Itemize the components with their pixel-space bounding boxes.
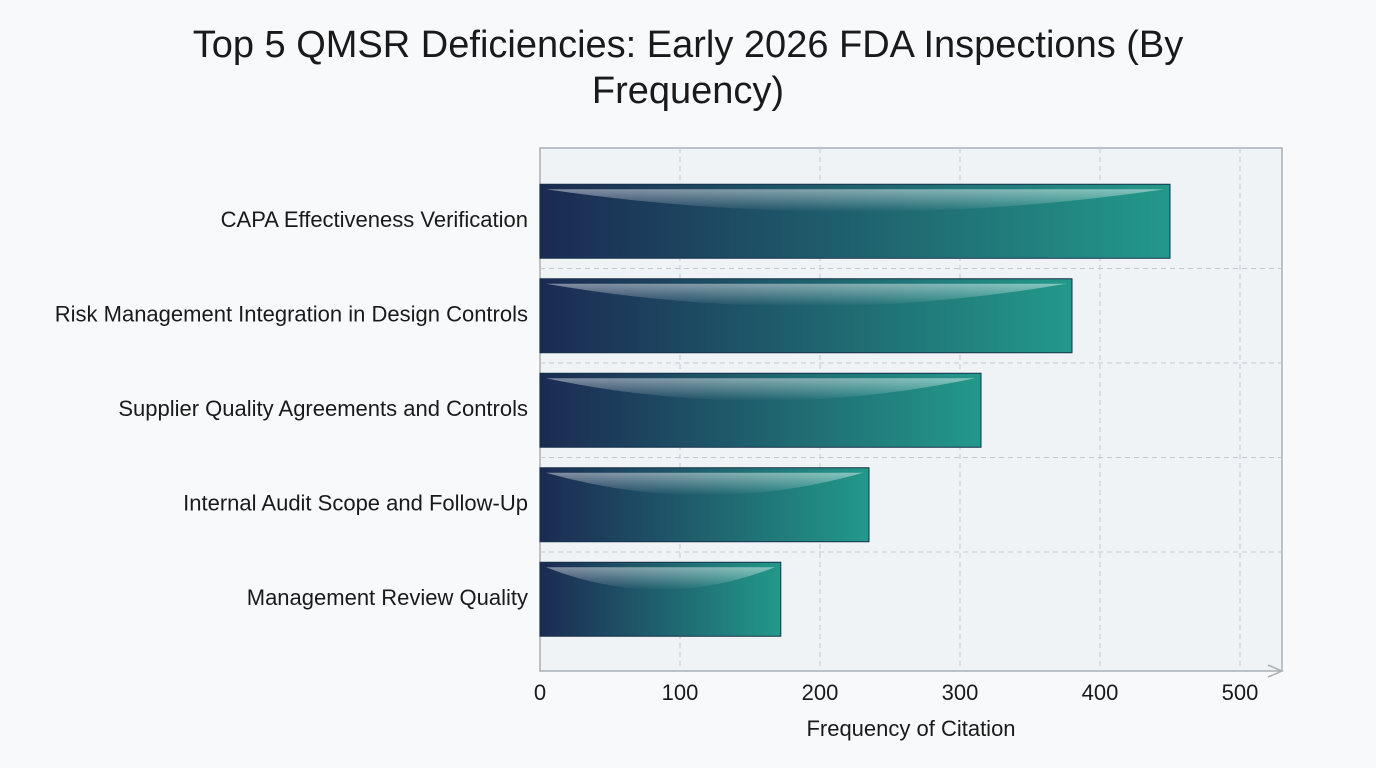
bar-highlight [546,472,863,496]
x-tick-label: 400 [1082,680,1119,705]
bar-highlight [546,189,1164,212]
y-tick-label: Supplier Quality Agreements and Controls [118,396,528,421]
bar-highlight [546,567,775,590]
y-tick-label: Internal Audit Scope and Follow-Up [183,491,528,516]
bar-highlight [546,283,1066,307]
x-tick-label: 300 [942,680,979,705]
y-tick-label: Risk Management Integration in Design Co… [55,302,528,327]
x-tick-label: 200 [802,680,839,705]
x-tick-label: 100 [662,680,699,705]
axis-arrow [1267,664,1284,678]
bar-highlight [546,378,975,401]
y-tick-label: Management Review Quality [247,585,528,610]
chart-title: Top 5 QMSR Deficiencies: Early 2026 FDA … [192,24,1184,112]
x-tick-label: 500 [1222,680,1259,705]
x-tick-label: 0 [534,680,546,705]
y-tick-label: CAPA Effectiveness Verification [221,207,528,232]
x-axis-title: Frequency of Citation [806,716,1015,741]
